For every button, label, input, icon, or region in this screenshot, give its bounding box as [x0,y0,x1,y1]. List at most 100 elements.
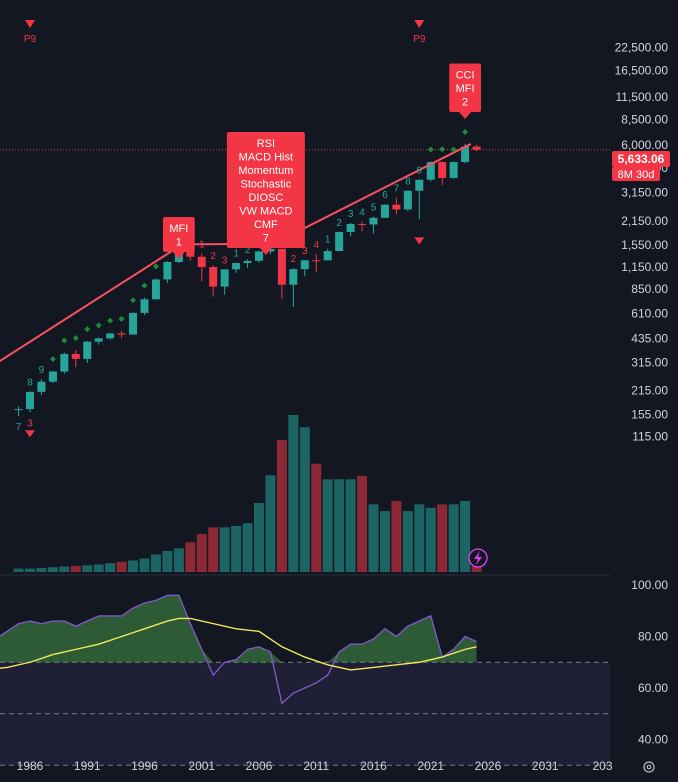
price-tick-label: 8,500.00 [621,112,668,126]
sequential-count-label: 1 [233,249,239,260]
candle[interactable] [94,337,103,345]
diamond-marker [107,317,114,324]
candle[interactable] [323,248,332,261]
candle[interactable] [151,278,160,300]
candle[interactable] [369,216,378,234]
candle[interactable] [26,391,34,413]
candle-body [209,267,218,287]
candle-body [300,260,309,270]
candle[interactable] [438,161,447,186]
price-tick-label: 435.00 [631,332,668,346]
candle[interactable] [346,222,355,237]
candle[interactable] [232,262,241,273]
volume-bar [460,500,471,572]
volume-bar [276,440,287,572]
callout-text: Stochastic [240,179,291,191]
callout-box [162,217,195,252]
candle[interactable] [289,268,298,308]
volume-bar [322,479,333,572]
candle[interactable] [140,297,149,316]
candle-body [392,204,401,210]
callout-box [449,63,481,112]
diamond-marker [152,263,159,270]
candle[interactable] [48,371,57,383]
candle[interactable] [37,379,46,396]
time-tick-label: 2001 [188,759,215,773]
candle-body [197,256,206,268]
candle[interactable] [380,204,389,218]
time-tick-label: 2016 [360,759,387,773]
candle[interactable] [449,161,458,179]
callout-text: DIOSC [248,192,283,204]
sequential-count-label: 1 [325,235,331,246]
p9-label: P9 [24,34,37,45]
candle[interactable] [106,332,115,340]
price-tick-label: 16,500.00 [615,64,669,78]
diamond-marker [450,146,457,153]
candle[interactable] [312,253,321,272]
volume-bar [231,525,242,572]
oscillator-pane[interactable] [0,594,610,766]
candle-body [232,263,241,270]
candle-body [426,162,435,180]
price-tick-label: 1,150.00 [621,260,668,274]
candle-body [472,146,481,150]
candle[interactable] [472,144,481,152]
price-tick-label: 115.00 [632,430,668,444]
diamond-marker [49,356,56,363]
candle-body [117,333,126,335]
candle-body [243,260,252,264]
oscillator-line [0,594,477,705]
candle[interactable] [60,352,69,374]
candle[interactable] [335,231,344,252]
candle[interactable] [277,248,286,300]
lightning-icon[interactable] [468,548,488,568]
candle-body [312,260,321,262]
price-axis[interactable]: 22,500.00 16,500.00 11,500.00 8,500.00 6,000… [615,41,669,444]
current-price-label: 5,633.06 8M 30d [612,151,670,181]
candle[interactable] [243,259,252,268]
candle[interactable] [197,253,206,282]
candle[interactable] [300,259,309,277]
candle[interactable] [358,221,367,232]
price-tick-label: 215.00 [631,383,668,397]
volume-bar [242,523,253,572]
sequential-count-label: 8 [27,378,33,389]
candle[interactable] [83,341,92,364]
sell-arrow [25,430,35,438]
time-tick-label: 1991 [74,759,101,773]
oscillator-axis[interactable]: 100.00 80.00 60.00 40.00 [631,578,668,747]
candle-body [37,381,46,392]
callout-text: 2 [462,97,468,109]
callout-pointer [259,248,272,255]
time-axis[interactable]: 1986 1991 1996 2001 2006 2011 2016 2021 2026 2031… [17,759,613,773]
callout-text: MACD Hist [239,152,293,164]
candle-body [129,312,138,335]
gear-icon[interactable] [643,761,655,773]
diamond-marker [439,146,446,153]
candle[interactable] [209,265,218,297]
candle[interactable] [129,312,138,335]
candle[interactable] [392,197,401,215]
candle[interactable] [163,261,172,284]
candle[interactable] [117,330,126,339]
candle-body [461,146,470,163]
candle-body [323,251,332,261]
candle[interactable] [14,406,23,417]
sell-arrow [414,237,425,245]
sequential-count-label: 5 [371,203,377,214]
candle[interactable] [71,350,80,368]
candle-body [266,248,275,252]
current-price-value: 5,633.06 [618,152,665,166]
candle[interactable] [255,250,263,263]
volume-bar [47,567,58,572]
candle[interactable] [220,269,229,295]
candle[interactable] [415,179,424,220]
price-tick-label: 610.00 [631,307,668,321]
candle-body [14,409,23,411]
diamond-marker [462,128,469,135]
volume-bar [334,479,345,572]
candle[interactable] [403,190,412,212]
candle-body [94,338,103,342]
